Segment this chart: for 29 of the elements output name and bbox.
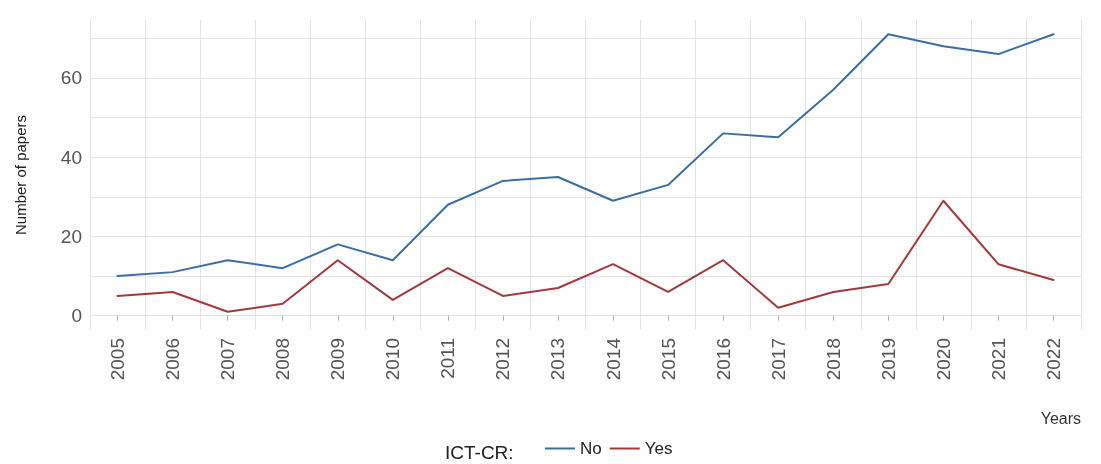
x-tick-label: 2019 (877, 338, 899, 381)
x-tick-label: 2009 (327, 338, 349, 381)
x-tick-label: 2005 (107, 338, 129, 381)
x-tick-label: 2021 (987, 338, 1009, 381)
x-tick-label: 2008 (272, 338, 294, 381)
line-series (116, 33, 1055, 278)
y-axis-title: Number of papers (12, 114, 29, 236)
line-series (116, 199, 1055, 313)
legend-label: Yes (644, 439, 673, 458)
y-tick-label: 20 (60, 225, 82, 247)
legend-title: ICT-CR: (445, 442, 514, 463)
y-tick-label: 60 (60, 67, 82, 89)
x-tick-label: 2017 (767, 338, 789, 381)
x-tick-label: 2016 (712, 338, 734, 381)
x-axis-title: Years (1040, 410, 1081, 428)
x-tick-label: 2014 (602, 337, 624, 381)
x-tick-label: 2011 (437, 338, 459, 379)
x-tick-label: 2013 (547, 338, 569, 381)
y-tick-label: 40 (60, 146, 82, 168)
x-tick-label: 2015 (657, 338, 679, 381)
x-tick-label: 2022 (1042, 338, 1064, 381)
y-tick-label: 0 (71, 305, 82, 327)
x-tick-label: 2007 (217, 338, 239, 381)
x-tick-label: 2006 (162, 338, 184, 381)
x-tick-label: 2012 (492, 338, 514, 381)
x-tick-label: 2010 (382, 338, 404, 381)
x-tick-label: 2020 (932, 338, 954, 381)
legend-label: No (580, 439, 602, 458)
x-tick-label: 2018 (822, 338, 844, 381)
